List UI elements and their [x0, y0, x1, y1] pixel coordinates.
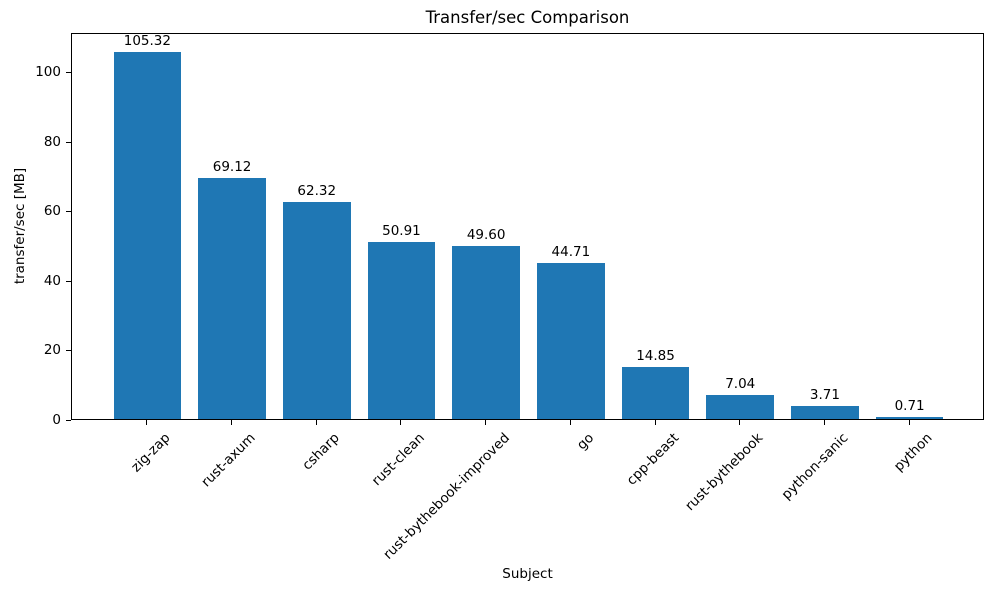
bar [452, 246, 521, 419]
bar-value-label: 0.71 [894, 397, 925, 414]
x-tick-mark [485, 420, 487, 425]
y-tick-mark [66, 420, 71, 421]
x-tick-label: csharp [299, 430, 344, 474]
x-tick-label: cpp-beast [623, 430, 682, 489]
x-tick-label: rust-clean [368, 430, 428, 490]
bar [621, 367, 690, 419]
y-tick-label: 20 [43, 342, 61, 359]
plot-area: 105.32 69.12 62.32 50.91 49.60 44.71 14.85 7.04… [71, 33, 984, 420]
bar [536, 263, 605, 419]
bar [875, 416, 944, 419]
x-tick-label: go [573, 430, 598, 454]
x-tick-mark [654, 420, 656, 425]
y-tick-mark [66, 280, 71, 282]
y-tick-label: 0 [52, 412, 61, 428]
y-tick-mark [66, 71, 71, 73]
bar-value-label: 7.04 [725, 375, 756, 392]
x-axis-label: Subject [502, 566, 553, 582]
bar-value-label: 14.85 [636, 348, 675, 365]
x-tick-label: python-sanic [778, 430, 852, 503]
bar-value-label: 44.71 [551, 244, 591, 261]
x-tick-label: rust-bythebook [682, 430, 767, 515]
bar [791, 406, 859, 419]
bar-value-label: 49.60 [466, 227, 506, 244]
y-tick-label: 80 [43, 133, 61, 150]
x-tick-mark [400, 420, 402, 425]
y-tick-mark [66, 211, 71, 213]
x-tick-label: zig-zap [128, 430, 174, 476]
bar [367, 241, 436, 419]
x-tick-mark [908, 420, 910, 425]
bar [706, 394, 775, 419]
y-axis-label: transfer/sec [MB] [12, 167, 28, 285]
y-tick-mark [66, 141, 71, 143]
y-tick-label: 40 [43, 272, 61, 289]
chart-title: Transfer/sec Comparison [425, 8, 630, 27]
x-tick-mark [231, 420, 233, 425]
bar-value-label: 105.32 [123, 33, 171, 50]
bar-value-label: 50.91 [382, 222, 421, 239]
bar-value-label: 3.71 [809, 387, 840, 404]
x-tick-mark [146, 420, 148, 425]
x-tick-mark [569, 420, 571, 425]
bar [113, 52, 182, 419]
y-tick-label: 60 [43, 203, 61, 220]
x-tick-mark [823, 420, 825, 425]
bar [282, 202, 351, 419]
x-tick-mark [315, 420, 317, 425]
bar-value-label: 69.12 [212, 159, 252, 176]
x-tick-mark [739, 420, 741, 425]
y-tick-mark [66, 350, 71, 352]
bar-value-label: 62.32 [297, 183, 337, 200]
x-tick-label: rust-axum [198, 430, 259, 491]
y-tick-label: 100 [35, 63, 61, 80]
bar [198, 178, 266, 419]
x-tick-label: python [891, 430, 936, 475]
